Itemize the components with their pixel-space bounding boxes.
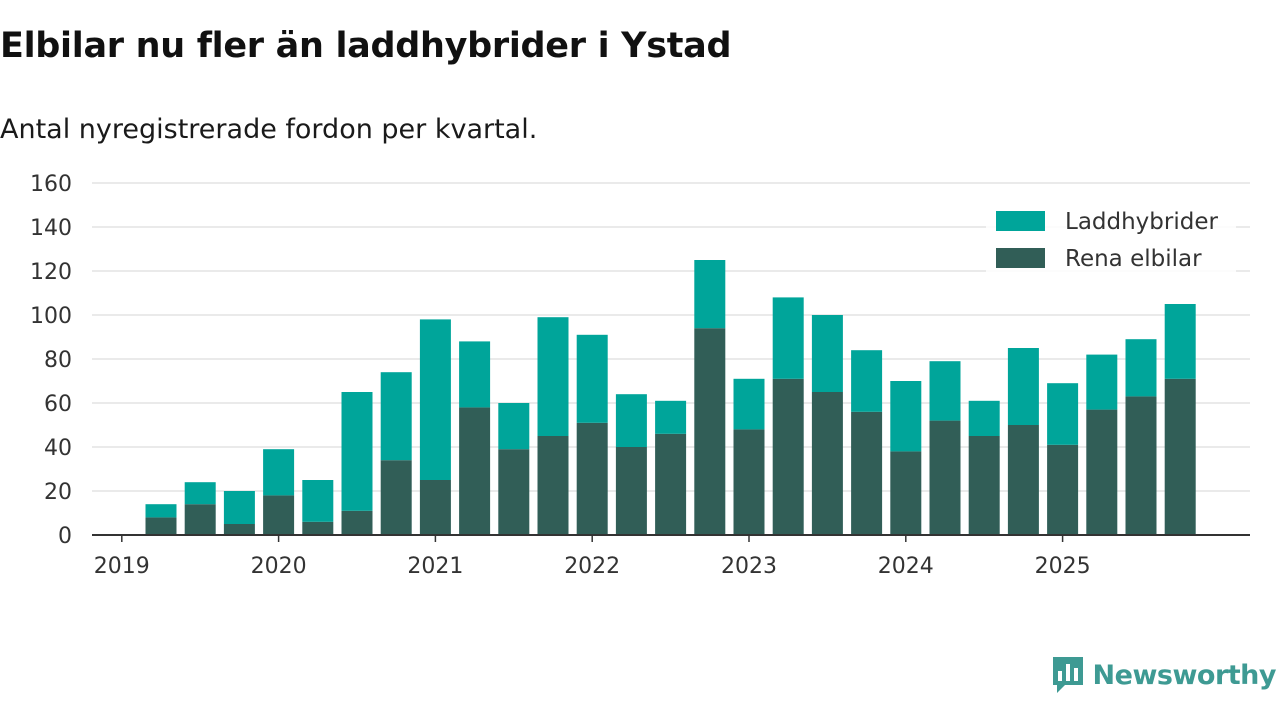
x-tick-label: 2025: [1035, 554, 1091, 579]
x-axis-ticks: 2019 2020 2021 2022 2023 2024 2025: [94, 535, 1091, 579]
bar-rena-elbilar: [929, 420, 961, 535]
bar-laddhybrider: [419, 319, 451, 480]
bar-rena-elbilar: [498, 449, 530, 535]
bar-rena-elbilar: [576, 422, 608, 535]
bar-rena-elbilar: [772, 378, 804, 535]
newsworthy-logo-icon: [1052, 657, 1083, 693]
bar-laddhybrider: [341, 392, 373, 511]
bar-rena-elbilar: [1125, 396, 1157, 535]
bar-laddhybrider: [655, 400, 687, 434]
y-tick-label: 80: [44, 348, 72, 373]
y-tick-label: 60: [44, 392, 72, 417]
y-tick-label: 120: [30, 260, 72, 285]
bar-laddhybrider: [184, 482, 216, 505]
legend-label-rena-elbilar: Rena elbilar: [1065, 246, 1202, 272]
bar-rena-elbilar: [459, 407, 491, 535]
bar-rena-elbilar: [1047, 444, 1079, 535]
y-tick-label: 100: [30, 304, 72, 329]
bar-rena-elbilar: [537, 436, 569, 535]
y-tick-label: 160: [30, 172, 72, 197]
bar-laddhybrider: [929, 361, 961, 421]
bar-rena-elbilar: [1086, 409, 1118, 535]
bar-rena-elbilar: [263, 495, 295, 535]
bar-laddhybrider: [537, 317, 569, 436]
bar-laddhybrider: [145, 504, 177, 518]
bar-rena-elbilar: [184, 504, 216, 535]
bar-laddhybrider: [811, 315, 843, 392]
x-tick-label: 2023: [721, 554, 777, 579]
y-tick-label: 40: [44, 436, 72, 461]
x-tick-label: 2024: [878, 554, 934, 579]
bar-rena-elbilar: [615, 447, 647, 535]
bar-rena-elbilar: [811, 392, 843, 535]
bar-rena-elbilar: [223, 524, 255, 535]
legend-swatch-laddhybrider: [996, 211, 1045, 231]
bar-rena-elbilar: [968, 436, 1000, 535]
bar-laddhybrider: [733, 378, 765, 430]
bar-laddhybrider: [851, 350, 883, 412]
bar-laddhybrider: [615, 394, 647, 447]
bar-laddhybrider: [1086, 354, 1118, 410]
bar-rena-elbilar: [302, 521, 334, 535]
bar-laddhybrider: [772, 297, 804, 379]
bar-laddhybrider: [498, 403, 530, 450]
bar-rena-elbilar: [419, 480, 451, 535]
bar-rena-elbilar: [380, 460, 412, 535]
bar-laddhybrider: [890, 381, 922, 452]
bar-laddhybrider: [459, 341, 491, 408]
bar-laddhybrider: [263, 449, 295, 496]
y-tick-label: 140: [30, 216, 72, 241]
bar-laddhybrider: [1164, 304, 1196, 379]
x-tick-label: 2022: [564, 554, 620, 579]
bar-laddhybrider: [1047, 383, 1079, 445]
legend: Laddhybrider Rena elbilar: [986, 204, 1236, 272]
bar-laddhybrider: [1125, 339, 1157, 397]
bar-rena-elbilar: [1164, 378, 1196, 535]
x-tick-label: 2020: [251, 554, 307, 579]
y-axis-ticks: 0 20 40 60 80 100 120 140 160: [30, 172, 72, 549]
bar-laddhybrider: [380, 372, 412, 461]
brand-logo: Newsworthy: [1051, 655, 1277, 695]
x-tick-label: 2021: [407, 554, 463, 579]
chart-subtitle: Antal nyregistrerade fordon per kvartal.: [0, 114, 538, 145]
bar-laddhybrider: [968, 400, 1000, 436]
bar-laddhybrider: [1007, 348, 1039, 425]
bars: [145, 260, 1196, 535]
bar-laddhybrider: [576, 334, 608, 423]
bar-rena-elbilar: [733, 429, 765, 535]
legend-swatch-rena-elbilar: [996, 248, 1045, 268]
legend-label-laddhybrider: Laddhybrider: [1065, 209, 1218, 235]
y-tick-label: 20: [44, 480, 72, 505]
bar-rena-elbilar: [655, 433, 687, 535]
bar-rena-elbilar: [145, 517, 177, 535]
y-tick-label: 0: [58, 524, 72, 549]
chart-title: Elbilar nu fler än laddhybrider i Ystad: [0, 26, 732, 66]
bar-laddhybrider: [223, 491, 255, 524]
bar-laddhybrider: [694, 260, 726, 329]
bar-rena-elbilar: [694, 328, 726, 535]
bar-rena-elbilar: [851, 411, 883, 535]
x-tick-label: 2019: [94, 554, 150, 579]
bar-rena-elbilar: [1007, 425, 1039, 535]
bar-laddhybrider: [302, 480, 334, 522]
bar-rena-elbilar: [890, 451, 922, 535]
bar-rena-elbilar: [341, 510, 373, 535]
brand-name: Newsworthy: [1092, 659, 1277, 691]
